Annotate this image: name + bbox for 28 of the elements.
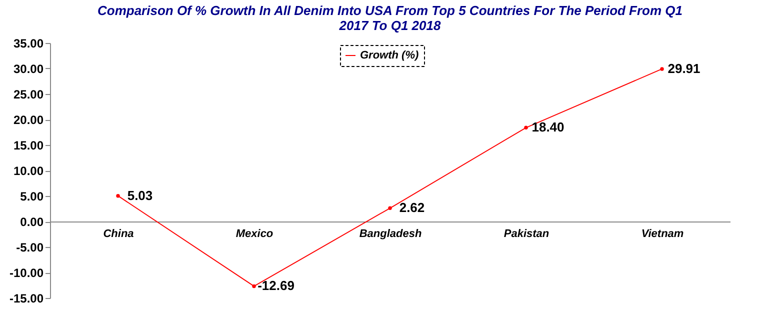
x-tick-label: Pakistan bbox=[504, 228, 550, 240]
y-tick-label: 5.00 bbox=[20, 190, 44, 204]
y-tick-label: -15.00 bbox=[9, 292, 44, 306]
legend-label: Growth (%) bbox=[360, 50, 419, 62]
point bbox=[252, 284, 256, 288]
point bbox=[524, 126, 528, 130]
point bbox=[660, 67, 664, 71]
chart-title: Comparison Of % Growth In All Denim Into USA From Top 5 Countries For The Period From Q1 2017 To Q1 2018 bbox=[97, 3, 683, 33]
x-tick-label: Mexico bbox=[236, 228, 274, 240]
y-tick-label: -10.00 bbox=[9, 266, 44, 280]
y-tick-label: 0.00 bbox=[20, 215, 44, 229]
y-tick-label: -5.00 bbox=[16, 240, 44, 254]
x-tick-label: China bbox=[103, 228, 134, 240]
y-tick-label: 25.00 bbox=[13, 88, 44, 102]
y-tick-label: 20.00 bbox=[13, 113, 44, 127]
data-label: 18.40 bbox=[532, 120, 564, 135]
point bbox=[116, 194, 120, 198]
data-label: 5.03 bbox=[127, 188, 153, 203]
x-tick-label: Vietnam bbox=[641, 228, 684, 240]
y-tick-label: 30.00 bbox=[13, 62, 44, 76]
y-tick-label: 15.00 bbox=[13, 138, 44, 152]
y-tick-label: 35.00 bbox=[13, 36, 44, 50]
data-label: 2.62 bbox=[399, 200, 425, 216]
x-tick-label: Bangladesh bbox=[359, 228, 422, 240]
data-label: -12.69 bbox=[258, 278, 294, 294]
y-tick-label: 10.00 bbox=[13, 164, 44, 178]
data-label: 29.91 bbox=[668, 60, 700, 76]
point bbox=[388, 206, 392, 210]
